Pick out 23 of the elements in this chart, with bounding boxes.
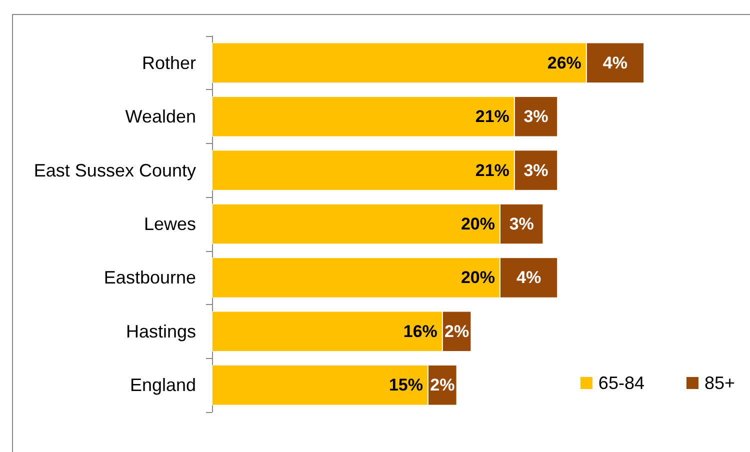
- y-tick-label: Lewes: [144, 214, 196, 234]
- data-label: 3%: [524, 160, 548, 180]
- data-label: 26%: [547, 53, 582, 72]
- y-tick-label: Hastings: [126, 321, 196, 342]
- y-tick-label: Eastbourne: [104, 268, 196, 288]
- legend-label: 85+: [704, 373, 736, 393]
- y-tick-label: Wealden: [125, 106, 196, 127]
- data-label: 2%: [430, 376, 455, 395]
- data-label: 20%: [460, 214, 495, 234]
- data-label: 3%: [524, 107, 548, 126]
- y-tick-label: Rother: [142, 52, 196, 73]
- y-tick-label: England: [130, 375, 196, 396]
- legend-label: 65-84: [598, 373, 644, 393]
- data-label: 4%: [602, 53, 628, 72]
- data-label: 3%: [509, 214, 534, 234]
- data-label: 21%: [475, 160, 510, 180]
- data-label: 4%: [516, 268, 542, 288]
- y-tick-label: East Sussex County: [34, 160, 196, 180]
- data-label: 20%: [460, 268, 495, 288]
- data-label: 21%: [475, 107, 510, 126]
- data-label: 2%: [444, 322, 470, 341]
- data-label: 15%: [388, 376, 423, 395]
- data-label: 16%: [403, 322, 438, 341]
